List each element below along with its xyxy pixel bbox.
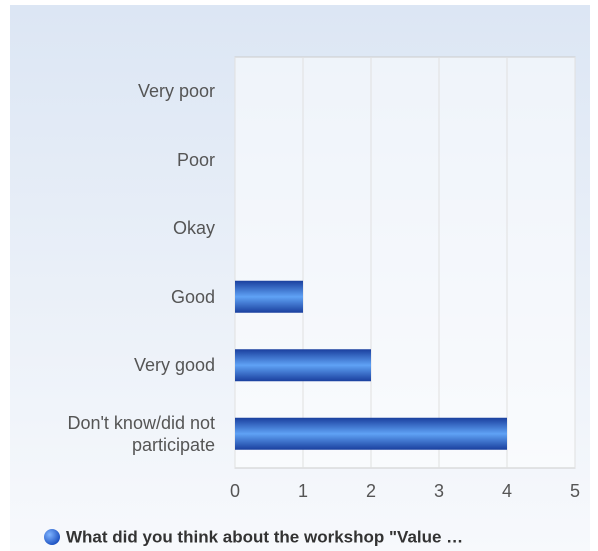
x-tick-label: 1 xyxy=(298,481,308,501)
bar xyxy=(235,280,303,313)
plot-area xyxy=(234,56,576,469)
x-tick-label: 3 xyxy=(434,481,444,501)
y-tick-label: Okay xyxy=(172,218,215,239)
bar xyxy=(235,417,507,450)
legend-marker xyxy=(44,529,60,545)
y-tick-label: Poor xyxy=(176,149,215,170)
x-tick-label: 5 xyxy=(570,481,580,501)
x-tick-label: 2 xyxy=(366,481,376,501)
y-tick-label: Good xyxy=(170,286,215,307)
y-tick-label: Very good xyxy=(133,355,215,376)
y-tick-label: Very poor xyxy=(137,81,215,102)
bar xyxy=(235,349,371,382)
x-tick-label: 0 xyxy=(230,481,240,501)
y-tick-label: Don't know/did not participate xyxy=(67,412,215,455)
x-tick-label: 4 xyxy=(502,481,512,501)
legend-label: What did you think about the workshop "V… xyxy=(66,527,463,546)
